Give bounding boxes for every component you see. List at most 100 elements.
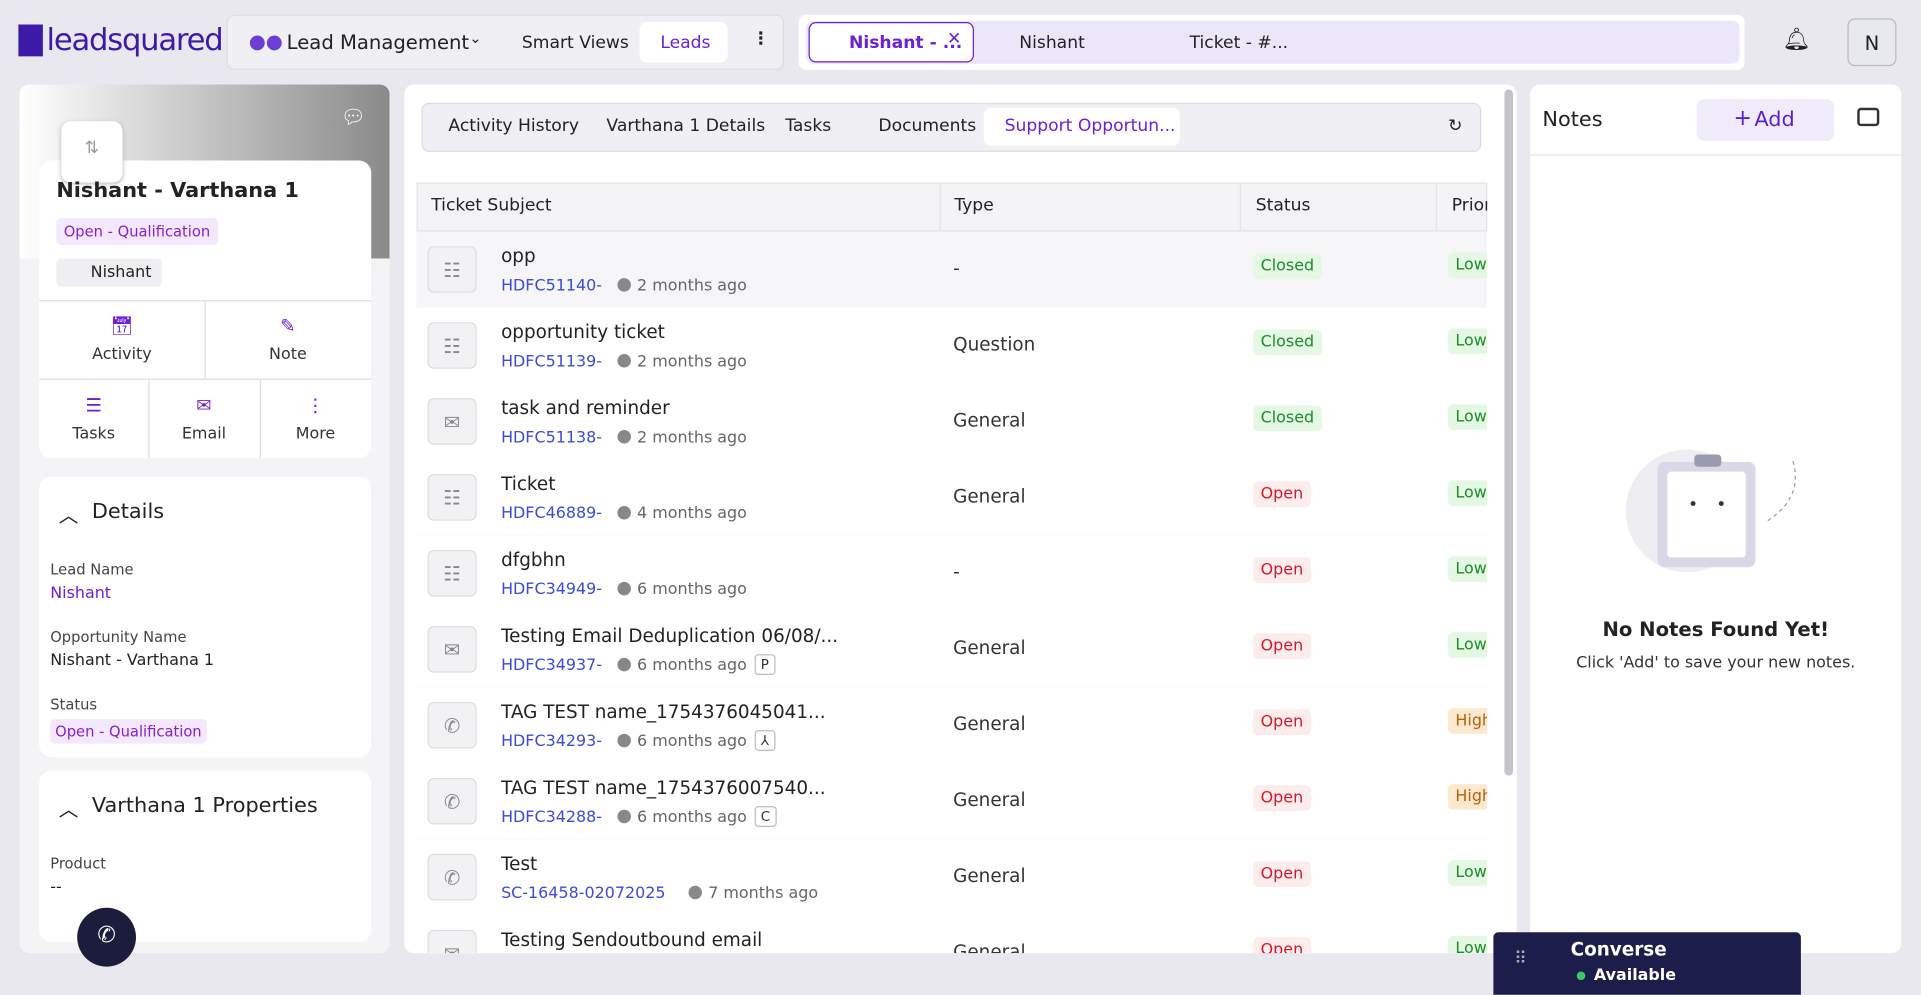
ticket-status: Open [1253,557,1311,584]
ticket-row[interactable]: ✆ TAG TEST name_1754376045041... HDFC34293… [416,687,1488,765]
open-tab[interactable]: Ticket - #... [1189,33,1289,53]
ticket-subject[interactable]: task and reminder [501,396,670,419]
tab[interactable]: Tasks [785,116,832,136]
profile-icon: ⇅ [61,121,123,183]
ticket-status: Closed [1253,329,1322,356]
ticket-row[interactable]: ✆ Test SC-16458-02072025 7 months ago Genera… [416,839,1488,917]
action-label[interactable]: Email [181,425,227,444]
ticket-id[interactable]: HDFC34937- [501,656,603,676]
clock-icon [617,505,631,520]
tab[interactable]: Varthana 1 Details [606,116,766,136]
chat-icon[interactable]: 💬︎ [340,105,366,129]
details-card [39,476,372,758]
ticket-type: - [953,257,960,280]
ticket-subject[interactable]: Test [501,852,538,875]
action-label[interactable]: Tasks [72,425,116,444]
ticket-type: General [953,864,1026,887]
ticket-subject[interactable]: Testing Email Deduplication 06/08/... [501,624,839,647]
ticket-id[interactable]: HDFC46889- [501,504,603,524]
empty-text: Click 'Add' to save your new notes. [1576,654,1856,673]
action-label[interactable]: Note [269,345,307,364]
ticket-subject[interactable]: dfgbhn [501,548,566,571]
converse-bar[interactable] [1493,932,1801,995]
module-name[interactable]: Lead Management [286,30,470,54]
divider [204,300,206,379]
ticket-type: General [953,788,1026,812]
ticket-id[interactable]: HDFC51138- [501,428,603,448]
field-value: Open - Qualification [50,719,207,744]
ticket-id[interactable]: HDFC34293- [501,732,603,751]
section-title[interactable]: Varthana 1 Properties [91,793,318,819]
panel-toggle[interactable] [1857,107,1880,127]
ticket-subject[interactable]: opp [501,245,536,268]
ticket-status: Open [1253,785,1311,812]
call-button[interactable]: ✆ [77,907,136,967]
ticket-row[interactable]: ☷ dfgbhn HDFC34949- 6 months ago - Open Low [416,535,1488,613]
close-tab[interactable]: ✕ [947,29,962,50]
ticket-id[interactable]: HDFC51140- [501,276,603,296]
section-title[interactable]: Details [91,499,165,525]
clock-icon [617,657,631,672]
ticket-tag-icon: ⅄ [754,730,776,751]
ticket-type: General [953,637,1026,660]
ticket-row[interactable]: ✉ Testing Email Deduplication 06/08/... HD… [416,611,1488,689]
status-dot [1576,971,1586,981]
bell[interactable]: 🔔︎ [1782,26,1811,53]
logo[interactable]: leadsquared [46,22,224,58]
ticket-subject[interactable]: TAG TEST name_1754376007540... [501,776,826,799]
column-header: Status [1255,196,1311,216]
owner-badge[interactable]: Nishant [56,258,162,287]
tab-active[interactable]: Support Opportun... [1004,116,1176,136]
open-tab-active[interactable]: Nishant - ... [808,22,974,63]
column-divider [939,182,941,232]
ticket-row[interactable]: ✉ task and reminder HDFC51138- 2 months ago… [416,383,1488,461]
channel-icon: ☷ [427,550,477,597]
ticket-id[interactable]: HDFC51139- [501,352,603,372]
ticket-type: - [953,561,960,584]
ticket-subject[interactable]: TAG TEST name_1754376045041... [501,700,826,723]
avatar[interactable]: N [1847,18,1897,67]
channel-icon: ✉ [427,929,477,954]
nav-more[interactable]: ⋮ [752,29,770,50]
ticket-id[interactable]: SC-16458-02072025 [501,884,666,903]
tab[interactable]: Activity History [448,116,580,136]
collapse-icon[interactable]: ︿ [58,797,79,821]
add-note[interactable]: Add [1696,99,1834,141]
ticket-row[interactable]: ✆ TAG TEST name_1754376007540... HDFC34288… [416,763,1488,841]
ticket-subject[interactable]: Testing Sendoutbound email [501,928,763,951]
scrollbar[interactable] [1504,89,1513,776]
ticket-priority: High [1448,708,1488,734]
table-body: ☷ opp HDFC51140- 2 months ago - Closed Low ☷ opp… [404,231,1488,954]
channel-icon: ☷ [427,246,477,293]
clock-icon [617,581,631,596]
profile-name: Nishant - Varthana 1 [56,178,299,204]
ticket-id[interactable]: HDFC34949- [501,580,603,600]
ticket-row[interactable]: ✉ Testing Sendoutbound email General Open Lo… [416,915,1488,954]
ticket-row[interactable]: ☷ opportunity ticket HDFC51139- 2 months ag… [416,307,1488,385]
clock-icon [617,430,631,444]
logo-mark [18,24,43,57]
action-label[interactable]: Activity [92,345,152,364]
open-tab[interactable]: Nishant [1019,33,1085,53]
nav-tab-active[interactable]: Leads [639,22,728,63]
converse-status[interactable]: Available [1593,966,1677,985]
collapse-icon[interactable]: ︿ [58,503,79,527]
ticket-subject[interactable]: Ticket [501,472,556,495]
ticket-row[interactable]: ☷ opp HDFC51140- 2 months ago - Closed Low [416,231,1488,309]
ticket-time: 6 months ago [637,808,747,827]
field-value[interactable]: Nishant [50,584,112,603]
ticket-priority: Low [1448,252,1488,279]
nav-tab[interactable]: Smart Views [521,33,629,53]
field-label: Opportunity Name [50,628,187,646]
module-caret[interactable]: ⌄ [469,29,482,47]
tab[interactable]: Documents [878,116,977,136]
channel-icon: ✆ [427,777,477,825]
ticket-subject[interactable]: opportunity ticket [501,320,665,344]
ticket-id[interactable]: HDFC34288- [501,808,603,827]
ticket-row[interactable]: ☷ Ticket HDFC46889- 4 months ago General Open… [416,459,1488,537]
ticket-status: Open [1253,937,1311,954]
ticket-type: General [953,485,1026,508]
column-divider [1239,182,1242,232]
action-label[interactable]: More [295,425,336,444]
refresh[interactable]: ↻ [1448,116,1463,136]
